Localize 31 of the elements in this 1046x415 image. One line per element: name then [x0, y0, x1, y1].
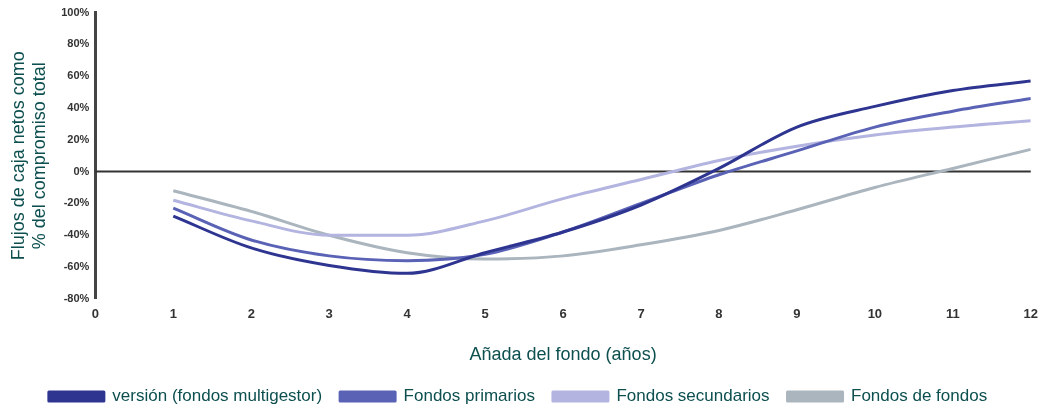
legend-label: versión (fondos multigestor) [112, 386, 323, 406]
line-series [171, 119, 1031, 237]
y-tick-label: -60% [63, 260, 90, 273]
y-tick-label: 40% [67, 101, 90, 114]
x-tick-label: 9 [793, 306, 801, 322]
y-tick-label: 0% [73, 164, 90, 177]
x-tick-label: 7 [637, 306, 645, 322]
legend-label: Fondos secundarios [616, 386, 770, 406]
line-series [171, 147, 1031, 261]
y-tick-label: -80% [63, 291, 90, 304]
y-tick-label: 100% [61, 5, 90, 18]
legend-label: Fondos primarios [403, 386, 535, 406]
x-tick-label: 6 [559, 306, 567, 322]
x-tick-label: 10 [867, 306, 883, 322]
y-tick-label: -20% [63, 196, 90, 209]
y-tick-label: 60% [67, 69, 90, 82]
x-tick-label: 0 [91, 306, 99, 322]
x-tick-label: 11 [945, 306, 960, 322]
y-axis-title: Flujos de caja netos como % del compromiso total [7, 51, 50, 261]
x-axis-title: Añada del fondo (años) [469, 344, 657, 365]
x-tick-label: 3 [325, 306, 333, 322]
x-tick-label: 5 [481, 306, 489, 322]
x-tick-label: 12 [1023, 306, 1038, 322]
x-tick-label: 4 [403, 306, 412, 322]
x-tick-label: 2 [247, 306, 255, 322]
x-tick-label: 1 [169, 306, 177, 322]
y-tick-label: -40% [63, 228, 90, 241]
legend-label: Fondos de fondos [851, 386, 988, 406]
y-tick-label: 20% [67, 132, 90, 145]
y-tick-label: 80% [67, 37, 90, 50]
x-tick-label: 8 [715, 306, 723, 322]
